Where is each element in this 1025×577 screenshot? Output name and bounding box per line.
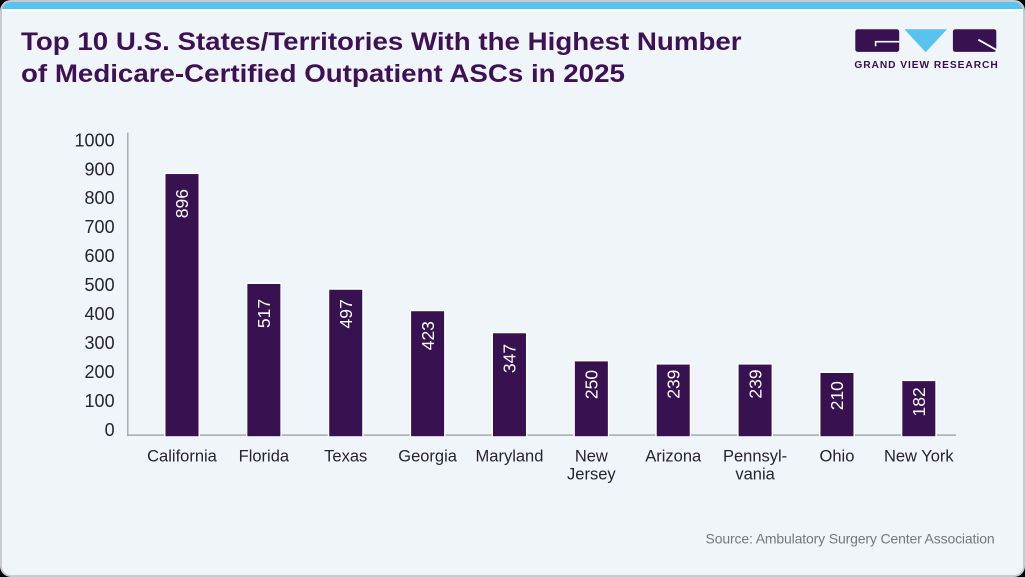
- svg-text:Pennsyl-: Pennsyl-: [723, 447, 787, 465]
- svg-text:497: 497: [336, 299, 356, 328]
- svg-text:239: 239: [745, 369, 765, 398]
- svg-text:900: 900: [85, 159, 115, 179]
- svg-text:0: 0: [105, 420, 115, 440]
- svg-text:Arizona: Arizona: [645, 447, 702, 465]
- svg-text:California: California: [147, 447, 218, 465]
- svg-text:400: 400: [85, 304, 115, 324]
- svg-text:GRAND VIEW RESEARCH: GRAND VIEW RESEARCH: [854, 60, 998, 71]
- svg-text:Texas: Texas: [324, 447, 367, 465]
- svg-text:210: 210: [827, 381, 847, 410]
- svg-text:100: 100: [85, 391, 115, 411]
- svg-text:700: 700: [85, 217, 115, 237]
- svg-text:New York: New York: [884, 447, 954, 465]
- svg-text:423: 423: [418, 321, 438, 350]
- svg-text:Jersey: Jersey: [567, 465, 616, 483]
- svg-text:250: 250: [582, 370, 602, 399]
- svg-text:200: 200: [85, 362, 115, 382]
- svg-text:Maryland: Maryland: [476, 447, 544, 465]
- svg-text:Georgia: Georgia: [398, 447, 458, 465]
- svg-text:896: 896: [172, 189, 192, 218]
- svg-text:182: 182: [909, 387, 929, 416]
- svg-text:1000: 1000: [75, 130, 115, 150]
- svg-text:800: 800: [85, 188, 115, 208]
- svg-text:500: 500: [85, 275, 115, 295]
- svg-text:New: New: [575, 447, 608, 465]
- svg-text:239: 239: [663, 370, 683, 399]
- svg-text:Source: Ambulatory Surgery Cen: Source: Ambulatory Surgery Center Associ…: [706, 530, 995, 546]
- svg-text:300: 300: [85, 333, 115, 353]
- svg-text:vania: vania: [735, 465, 775, 483]
- svg-text:Florida: Florida: [239, 447, 290, 465]
- svg-text:Ohio: Ohio: [820, 447, 855, 465]
- svg-text:600: 600: [85, 246, 115, 266]
- svg-text:347: 347: [500, 344, 520, 373]
- svg-text:517: 517: [254, 299, 274, 328]
